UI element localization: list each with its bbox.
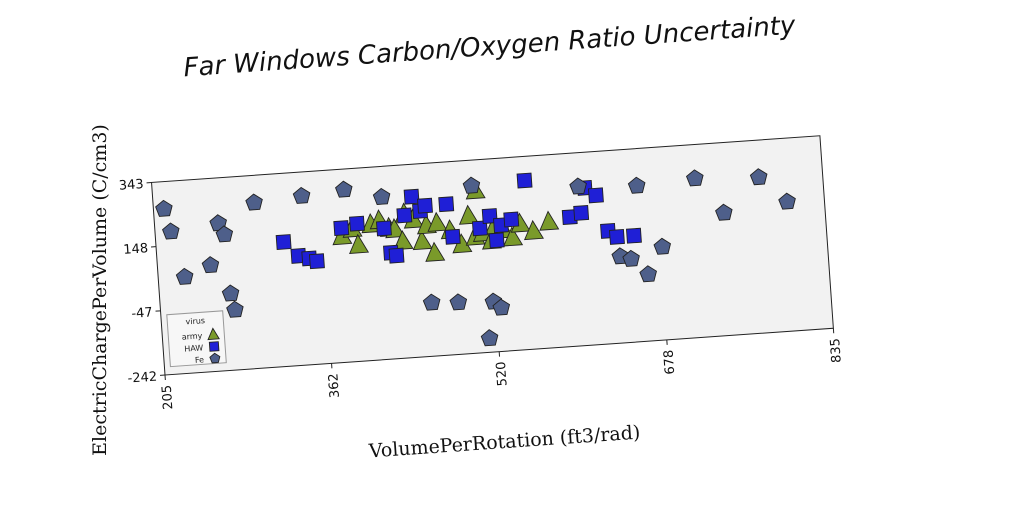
legend: virus army HAW Fe — [166, 310, 227, 368]
army-point — [425, 241, 446, 262]
x-ticks: 205 362 520 678 835 — [160, 328, 845, 410]
fe-point — [201, 256, 220, 274]
legend-marker-fe — [209, 352, 221, 364]
haw-point — [403, 188, 420, 205]
fe-point — [155, 199, 173, 217]
legend-title: virus — [185, 316, 205, 326]
haw-point — [376, 220, 392, 237]
fe-point — [480, 329, 499, 347]
x-tick-label: 520 — [494, 361, 511, 387]
fe-point — [653, 237, 671, 255]
fe-point — [639, 265, 657, 283]
x-tick-label: 835 — [828, 338, 845, 364]
army-point — [523, 219, 544, 241]
haw-point — [625, 227, 642, 244]
fe-point — [778, 192, 796, 210]
army-point — [412, 229, 433, 251]
x-tick-label: 678 — [662, 349, 679, 375]
y-tick-label: 343 — [118, 177, 144, 194]
fe-point — [462, 176, 481, 194]
haw-point — [444, 228, 461, 245]
army-point — [349, 233, 370, 254]
haw-point — [516, 172, 533, 189]
haw-point — [503, 211, 520, 228]
y-ticks: 343 148 -47 -242 — [118, 177, 166, 387]
legend-marker-haw — [208, 341, 220, 352]
haw-point — [471, 220, 488, 237]
fe-point — [226, 300, 244, 318]
fe-point — [245, 193, 263, 211]
haw-point — [587, 187, 604, 204]
haw-point — [417, 197, 433, 214]
fe-point — [221, 284, 240, 302]
fe-point — [749, 168, 768, 186]
x-tick-label: 205 — [160, 384, 177, 410]
y-tick-label: -47 — [131, 305, 153, 321]
chart-title: Far Windows Carbon/Oxygen Ratio Uncertai… — [183, 11, 797, 84]
haw-point — [388, 247, 405, 264]
fe-point — [215, 225, 234, 243]
y-tick-label: 148 — [123, 241, 149, 258]
plot-group: 205 362 520 678 835 343 148 -47 -242 virus army… — [118, 135, 845, 410]
fe-point — [422, 293, 441, 311]
army-point — [458, 204, 479, 225]
haw-point — [609, 228, 625, 245]
haw-point — [396, 207, 413, 224]
fe-point — [622, 249, 640, 267]
army-point — [503, 226, 524, 247]
fe-point — [449, 293, 468, 311]
legend-label-fe: Fe — [195, 355, 205, 365]
army-point — [427, 211, 448, 232]
fe-point — [335, 180, 353, 198]
haw-point — [309, 253, 325, 270]
x-tick-label: 362 — [326, 373, 343, 399]
series-fe — [155, 168, 796, 347]
legend-label-army: army — [182, 331, 203, 341]
fe-point — [685, 169, 704, 187]
legend-entries: army HAW Fe — [182, 327, 221, 365]
army-point — [539, 210, 560, 231]
haw-point — [275, 234, 292, 250]
fe-point — [627, 176, 646, 194]
fe-point — [715, 203, 733, 221]
haw-point — [349, 215, 365, 232]
y-axis-label: ElectricChargePerVolume (C/cm3) — [89, 124, 111, 456]
haw-point — [573, 204, 590, 221]
fe-point — [372, 187, 391, 205]
fe-point — [492, 298, 511, 316]
fe-point — [569, 177, 587, 195]
haw-point — [488, 232, 505, 249]
data-points — [155, 168, 796, 347]
fe-point — [292, 186, 311, 204]
legend-box — [166, 310, 227, 368]
legend-marker-army — [207, 327, 220, 341]
haw-point — [438, 196, 455, 213]
y-tick-label: -242 — [127, 370, 157, 387]
x-axis-label: VolumePerRotation (ft3/rad) — [367, 422, 641, 463]
series-haw — [275, 172, 642, 270]
fe-point — [162, 222, 180, 240]
legend-label-haw: HAW — [184, 343, 204, 353]
haw-point — [333, 220, 350, 237]
fe-point — [175, 267, 194, 285]
